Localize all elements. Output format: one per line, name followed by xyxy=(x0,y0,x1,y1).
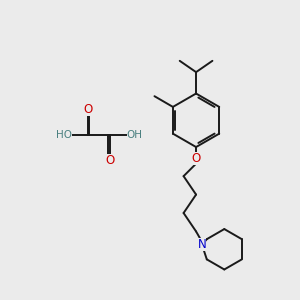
Text: O: O xyxy=(105,154,115,167)
Text: HO: HO xyxy=(56,130,72,140)
Text: O: O xyxy=(191,152,201,165)
Text: OH: OH xyxy=(127,130,143,140)
Text: O: O xyxy=(83,103,92,116)
Text: N: N xyxy=(198,238,206,251)
